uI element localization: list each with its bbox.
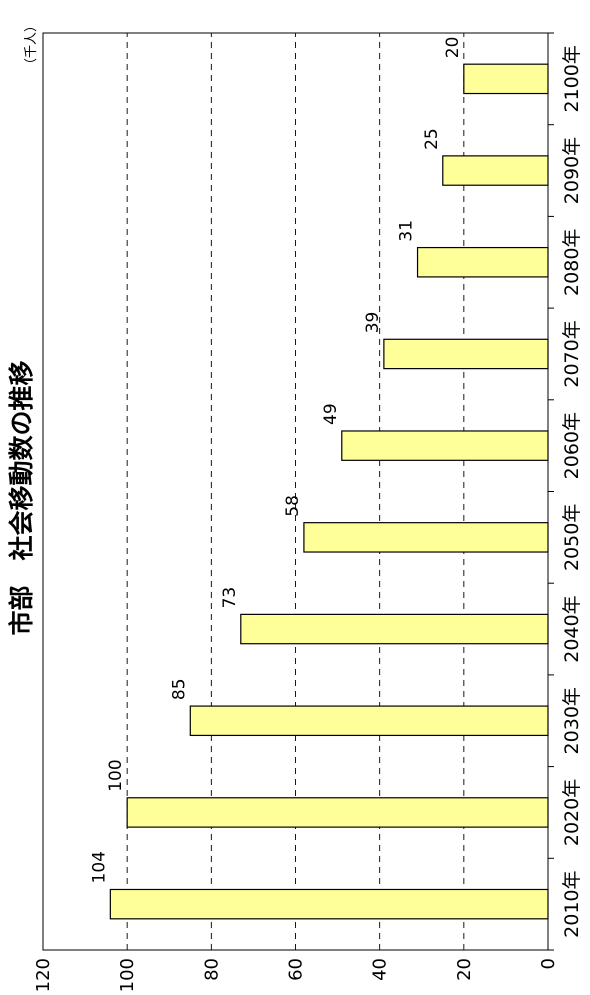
x-tick-label: 2070年 xyxy=(561,320,583,387)
x-tick-label: 2030年 xyxy=(561,687,583,754)
data-label: 73 xyxy=(220,587,240,609)
x-tick-label: 2060年 xyxy=(561,412,583,479)
chart-title: 市部 社会移動数の推移 xyxy=(7,360,36,635)
bar xyxy=(189,705,549,737)
y-tick-label: 40 xyxy=(370,958,391,981)
x-tick-label: 2100年 xyxy=(561,45,583,112)
data-label: 49 xyxy=(321,403,341,425)
bar xyxy=(126,797,549,828)
data-label: 58 xyxy=(283,495,303,517)
plot-area: 0 20 40 60 80 100 120 104 2010年 100 2020年 85 2030年 73… xyxy=(33,32,583,992)
bar xyxy=(109,888,549,920)
bar xyxy=(240,613,549,645)
data-label: 100 xyxy=(106,759,126,791)
x-tick-label: 2020年 xyxy=(561,779,583,846)
x-tick-label: 2010年 xyxy=(561,870,583,937)
x-tick-label: 2080年 xyxy=(561,229,583,296)
bar xyxy=(383,338,549,370)
x-tick-label: 2050年 xyxy=(561,504,583,571)
x-tick-label: 2090年 xyxy=(561,137,583,204)
y-tick-label: 20 xyxy=(454,958,475,981)
data-label: 31 xyxy=(397,220,417,242)
data-label: 85 xyxy=(169,678,189,700)
bar xyxy=(303,522,549,553)
y-tick-label: 60 xyxy=(286,958,307,981)
y-tick-label: 100 xyxy=(117,958,138,992)
y-tick-label: 120 xyxy=(33,958,54,992)
y-tick-label: 0 xyxy=(538,958,559,969)
rotated-chart: 市部 社会移動数の推移 （千人） 0 20 40 60 80 100 120 104 2010年… xyxy=(7,19,583,992)
bar xyxy=(416,246,549,278)
y-tick-label: 80 xyxy=(201,958,222,981)
unit-label: （千人） xyxy=(24,19,39,71)
bar xyxy=(442,155,549,186)
data-label: 104 xyxy=(89,851,109,883)
data-label: 25 xyxy=(422,128,442,150)
x-tick-label: 2040年 xyxy=(561,595,583,662)
data-label: 39 xyxy=(363,312,383,334)
bar xyxy=(463,63,549,95)
bar xyxy=(341,430,549,461)
data-label: 20 xyxy=(443,37,463,59)
